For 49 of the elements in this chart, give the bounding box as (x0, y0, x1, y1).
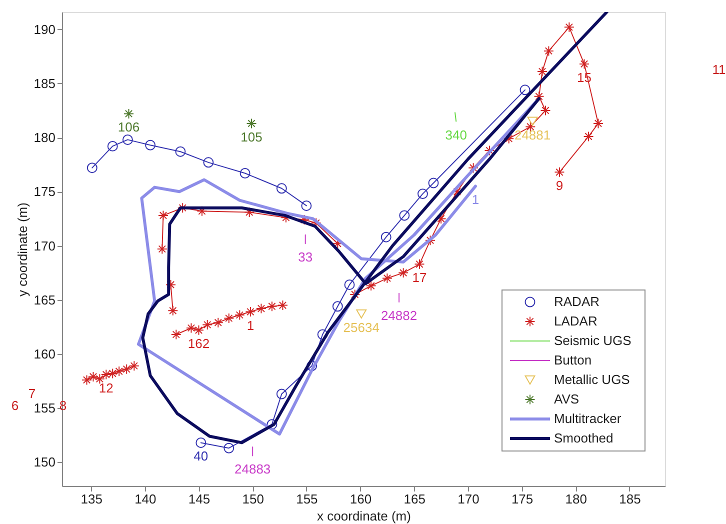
annotation: 105 (240, 129, 262, 144)
y-tick-label: 160 (34, 346, 56, 362)
y-tick-label: 170 (34, 238, 56, 254)
text: 6 (11, 398, 19, 413)
annotation: 33 (298, 250, 313, 265)
annotation: 9 (556, 178, 564, 194)
text: 7 (28, 386, 36, 401)
x-tick-label: 140 (134, 492, 156, 506)
annotation: 1 (472, 192, 480, 208)
legend-label: RADAR (554, 294, 600, 309)
annotation: 24882 (380, 308, 418, 324)
x-tick-label: 170 (458, 492, 480, 506)
annotation: 40 (194, 448, 208, 464)
legend-label: Multitracker (554, 411, 622, 426)
annotation: 8 (59, 398, 67, 413)
y-axis-title: y coordinate (m) (14, 202, 30, 296)
annotation: 12 (98, 380, 114, 396)
legend-label: LADAR (554, 314, 598, 328)
x-tick-label: 150 (242, 492, 264, 506)
x-tick-label: 155 (296, 492, 318, 506)
x-tick-label: 175 (511, 492, 534, 506)
legend-label: Button (554, 352, 592, 368)
legend-label: AVS (554, 392, 580, 406)
x-tick-label: 185 (619, 492, 641, 506)
annotation: 24883 (234, 462, 271, 477)
text: 11 (712, 62, 726, 77)
annotation: 162 (188, 336, 210, 352)
y-tick-label: 165 (34, 292, 56, 308)
x-tick-label: 135 (80, 492, 102, 506)
annotation: 25634 (343, 320, 380, 335)
y-tick-label: 190 (34, 22, 56, 37)
y-tick-label: 185 (34, 76, 56, 91)
annotation: 106 (118, 120, 140, 135)
x-axis-title: x coordinate (m) (317, 508, 411, 524)
x-tick-label: 160 (350, 492, 372, 506)
y-tick-label: 155 (34, 400, 56, 416)
y-tick-label: 150 (34, 454, 56, 470)
y-tick-label: 175 (34, 184, 56, 200)
legend-label: Seismic UGS (554, 333, 632, 348)
y-tick-label: 180 (34, 130, 56, 146)
annotation: 17 (412, 270, 427, 286)
legend-label: Smoothed (554, 430, 614, 446)
x-tick-label: 145 (188, 492, 210, 506)
legend-label: Metallic UGS (554, 372, 630, 387)
annotation: 24881 (514, 127, 551, 142)
x-tick-label: 165 (404, 492, 426, 506)
annotation: 340 (445, 127, 467, 142)
x-tick-label: 180 (565, 492, 587, 506)
annotation: 1 (246, 318, 254, 333)
